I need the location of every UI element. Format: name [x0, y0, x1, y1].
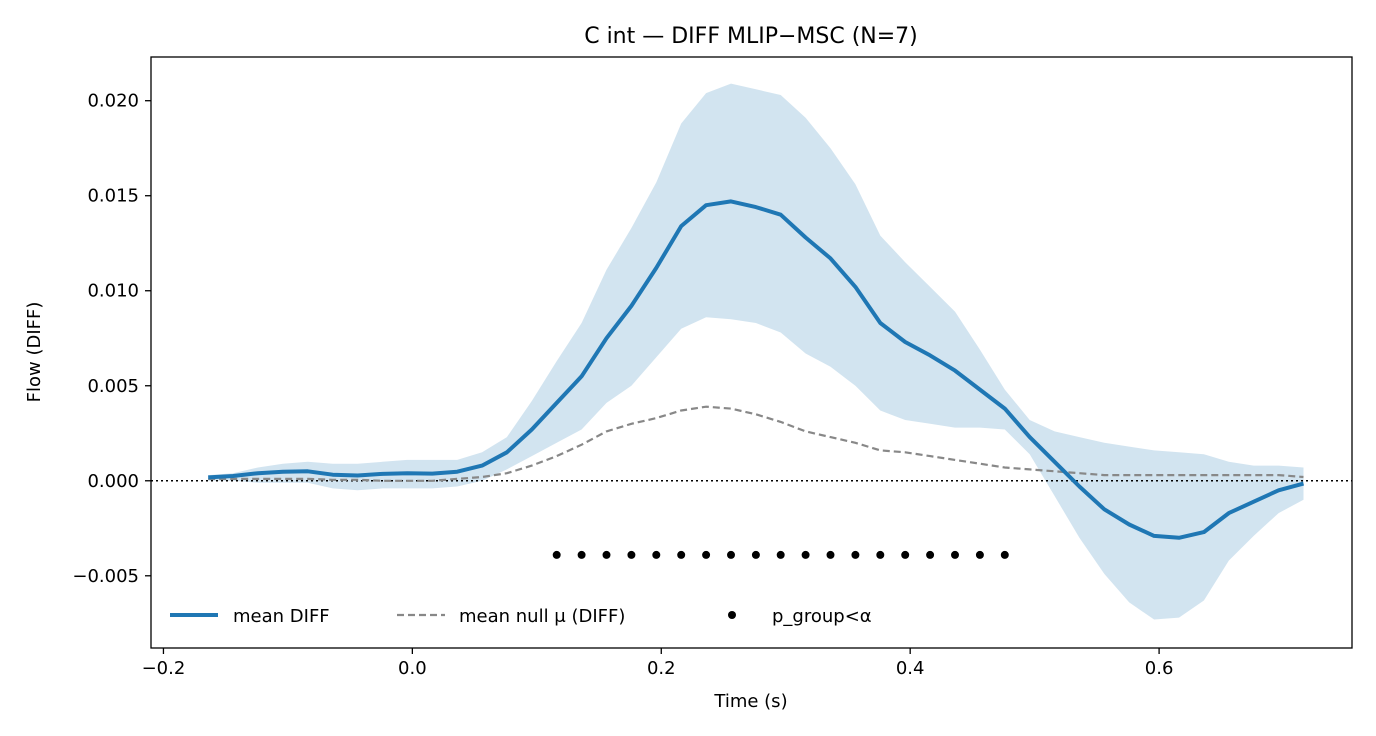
legend-label-mean-diff: mean DIFF [233, 606, 330, 627]
axes-frame [150, 56, 1353, 649]
confidence-band [208, 83, 1304, 620]
legend-swatch-significance [728, 611, 736, 619]
legend-label-significance: p_group<α [772, 606, 872, 627]
x-tick-label: 0.2 [647, 658, 676, 679]
series-line-null-mean [208, 405, 1304, 482]
significance-marker [826, 550, 835, 559]
x-tick-label: 0.4 [896, 658, 925, 679]
significance-marker [602, 550, 611, 559]
legend-label-null-mean: mean null μ (DIFF) [459, 606, 625, 627]
y-tick-label: 0.020 [87, 91, 139, 112]
significance-marker [652, 550, 661, 559]
significance-marker [627, 550, 636, 559]
x-tick-label: −0.2 [142, 658, 186, 679]
x-axis-label: Time (s) [713, 691, 787, 712]
significance-marker [926, 550, 935, 559]
significance-marker [751, 550, 760, 559]
significance-marker [901, 550, 910, 559]
significance-marker [677, 550, 686, 559]
series-line-mean-diff [208, 199, 1305, 540]
significance-marker [801, 550, 810, 559]
x-tick-label: 0.6 [1145, 658, 1174, 679]
y-axis: −0.005 0.000 0.005 0.010 0.015 0.020 [72, 91, 151, 587]
significance-marker [552, 550, 561, 559]
y-tick-label: 0.005 [87, 376, 139, 397]
significance-marker [702, 550, 711, 559]
y-tick-label: −0.005 [72, 566, 139, 587]
significance-marker [577, 550, 586, 559]
x-tick-label: 0.0 [398, 658, 427, 679]
significance-marker [1000, 550, 1009, 559]
x-axis: −0.2 0.0 0.2 0.4 0.6 [142, 648, 1174, 679]
significance-marker [851, 550, 860, 559]
y-tick-label: 0.000 [87, 471, 139, 492]
y-tick-label: 0.010 [87, 281, 139, 302]
significance-marker [776, 550, 785, 559]
plot-area [151, 83, 1352, 620]
significance-marker [975, 550, 984, 559]
significance-marker [876, 550, 885, 559]
significance-marker [951, 550, 959, 559]
significance-marker [727, 550, 735, 559]
legend: mean DIFF mean null μ (DIFF) p_group<α [170, 606, 872, 627]
chart-title: C int — DIFF MLIP−MSC (N=7) [584, 24, 918, 49]
y-tick-label: 0.015 [87, 186, 139, 207]
y-axis-label: Flow (DIFF) [24, 302, 45, 403]
